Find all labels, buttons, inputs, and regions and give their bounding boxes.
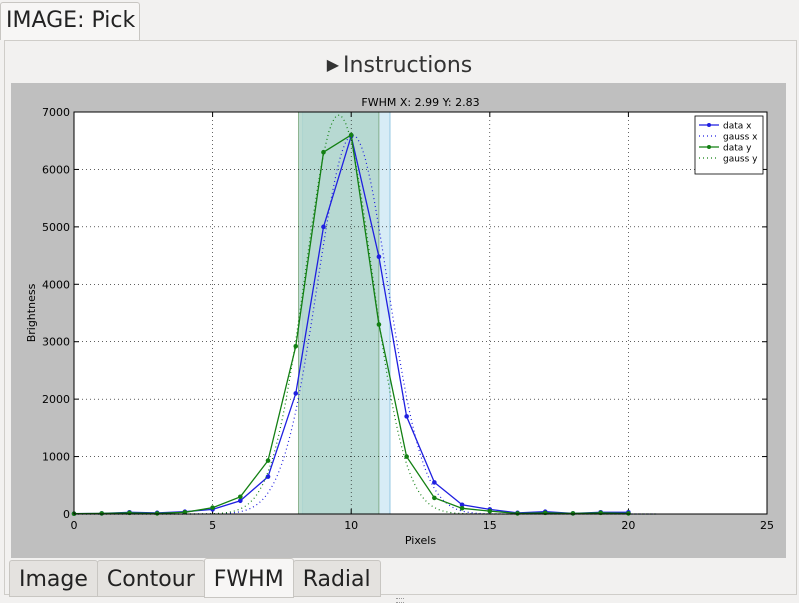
y-tick-label: 7000 [42,106,70,119]
tab-contour[interactable]: Contour [96,560,205,597]
series-data-x-point [265,474,271,479]
y-axis-label: Brightness [25,283,38,342]
series-data-x-point [404,414,409,419]
legend-marker-data-y [707,145,711,149]
x-tick-label: 10 [344,519,358,532]
fwhm-plot-canvas[interactable]: 0 5 10 15 20 25 0 1000 2000 3000 4000 5000 6000 7000 … [11,83,786,558]
y-tick-label: 2000 [42,393,70,406]
series-data-y-point [238,494,243,500]
y-tick-label: 4000 [42,278,70,291]
instructions-label: Instructions [343,53,473,78]
y-tick-label: 6000 [42,163,70,176]
legend-label-gauss-y: gauss y [723,155,758,165]
series-data-y-point [570,511,576,516]
y-tick-label: 0 [63,508,70,521]
series-data-y-point [348,132,354,138]
tab-image-pick[interactable]: IMAGE: Pick [0,2,140,40]
x-tick-label: 0 [71,519,78,532]
series-data-y-point [404,454,409,459]
fwhm-span-y [298,111,380,515]
legend-label-data-x: data x [723,122,752,132]
chart-title: FWHM X: 2.99 Y: 2.83 [361,96,479,109]
series-data-x-point [321,224,326,230]
series-data-y-point [265,458,271,463]
x-tick-label: 15 [483,519,497,532]
tab-image[interactable]: Image [9,560,98,597]
legend-marker-data-x [707,123,711,127]
series-data-y-point [487,508,493,514]
x-tick-label: 20 [621,519,635,532]
series-data-x-point [293,391,299,396]
series-data-y-point [459,505,465,511]
fwhm-chart: 0 5 10 15 20 2501000200030004000500060007000 … [25,96,774,547]
tab-fwhm[interactable]: FWHM [203,558,294,598]
x-tick-label: 25 [760,519,774,532]
legend-label-data-y: data y [723,144,752,154]
legend-label-gauss-x: gauss x [723,133,758,143]
series-data-y-point [432,495,437,501]
instructions-toggle[interactable]: ▶ Instructions [0,44,799,89]
series-data-y-point [293,344,299,349]
y-tick-label: 5000 [42,221,70,234]
series-data-x-point [238,498,243,504]
x-axis-label: Pixels [405,534,436,547]
series-data-y-point [210,505,215,510]
series-data-x-point [376,254,382,260]
series-data-y-point [321,149,326,155]
series-data-x-point [432,480,437,485]
series-data-x-point [459,502,465,508]
resize-grip-icon[interactable] [396,598,404,603]
plot-area [73,111,768,515]
legend-box [694,115,764,175]
bottom-tab-bar: Image Contour FWHM Radial [9,558,381,598]
triangle-right-icon: ▶ [326,55,340,74]
y-tick-label: 1000 [42,451,70,464]
plot-border [73,111,768,515]
tab-radial[interactable]: Radial [292,560,381,597]
series-data-y-point [99,511,105,516]
y-tick-label: 3000 [42,336,70,349]
x-tick-label: 5 [209,519,216,532]
